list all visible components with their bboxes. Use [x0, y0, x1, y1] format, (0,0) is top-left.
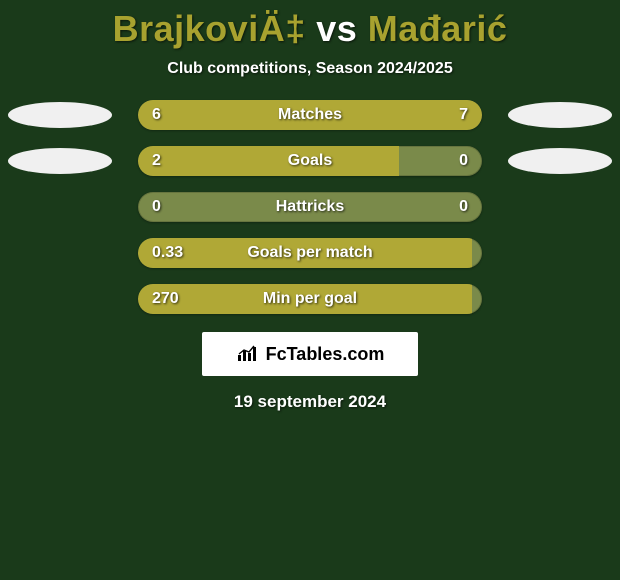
stat-bar: 67Matches	[138, 100, 482, 130]
bar-fill-left	[138, 100, 296, 130]
player-left-oval	[8, 148, 112, 174]
bar-fill-right	[296, 100, 482, 130]
title-vs: vs	[316, 8, 357, 49]
date-label: 19 september 2024	[0, 392, 620, 412]
source-badge[interactable]: FcTables.com	[202, 332, 418, 376]
stat-left-value: 0	[152, 192, 161, 222]
subtitle: Club competitions, Season 2024/2025	[0, 60, 620, 78]
bar-fill-left	[138, 238, 472, 268]
title-left: BrajkoviÄ‡	[113, 8, 306, 49]
comparison-card: BrajkoviÄ‡ vs Mađarić Club competitions,…	[0, 0, 620, 412]
stat-bar: 270Min per goal	[138, 284, 482, 314]
bar-fill-left	[138, 284, 472, 314]
stat-bar: 0 0Hattricks	[138, 192, 482, 222]
player-right-oval	[508, 148, 612, 174]
stat-rows: 67Matches20Goals00Hattricks0.33Goals per…	[0, 100, 620, 314]
stat-row: 270Min per goal	[0, 284, 620, 314]
stat-right-value: 0	[459, 192, 468, 222]
chart-icon	[236, 345, 260, 363]
title-right: Mađarić	[368, 8, 508, 49]
player-left-oval	[8, 102, 112, 128]
player-right-oval	[508, 102, 612, 128]
stat-right-value: 0	[459, 146, 468, 176]
stat-bar: 20Goals	[138, 146, 482, 176]
stat-bar: 0.33Goals per match	[138, 238, 482, 268]
stat-row: 0.33Goals per match	[0, 238, 620, 268]
stat-label: Hattricks	[138, 192, 482, 222]
stat-row: 67Matches	[0, 100, 620, 130]
stat-row: 0 0Hattricks	[0, 192, 620, 222]
page-title: BrajkoviÄ‡ vs Mađarić	[0, 8, 620, 50]
bar-fill-left	[138, 146, 399, 176]
stat-row: 20Goals	[0, 146, 620, 176]
badge-text: FcTables.com	[266, 344, 385, 365]
